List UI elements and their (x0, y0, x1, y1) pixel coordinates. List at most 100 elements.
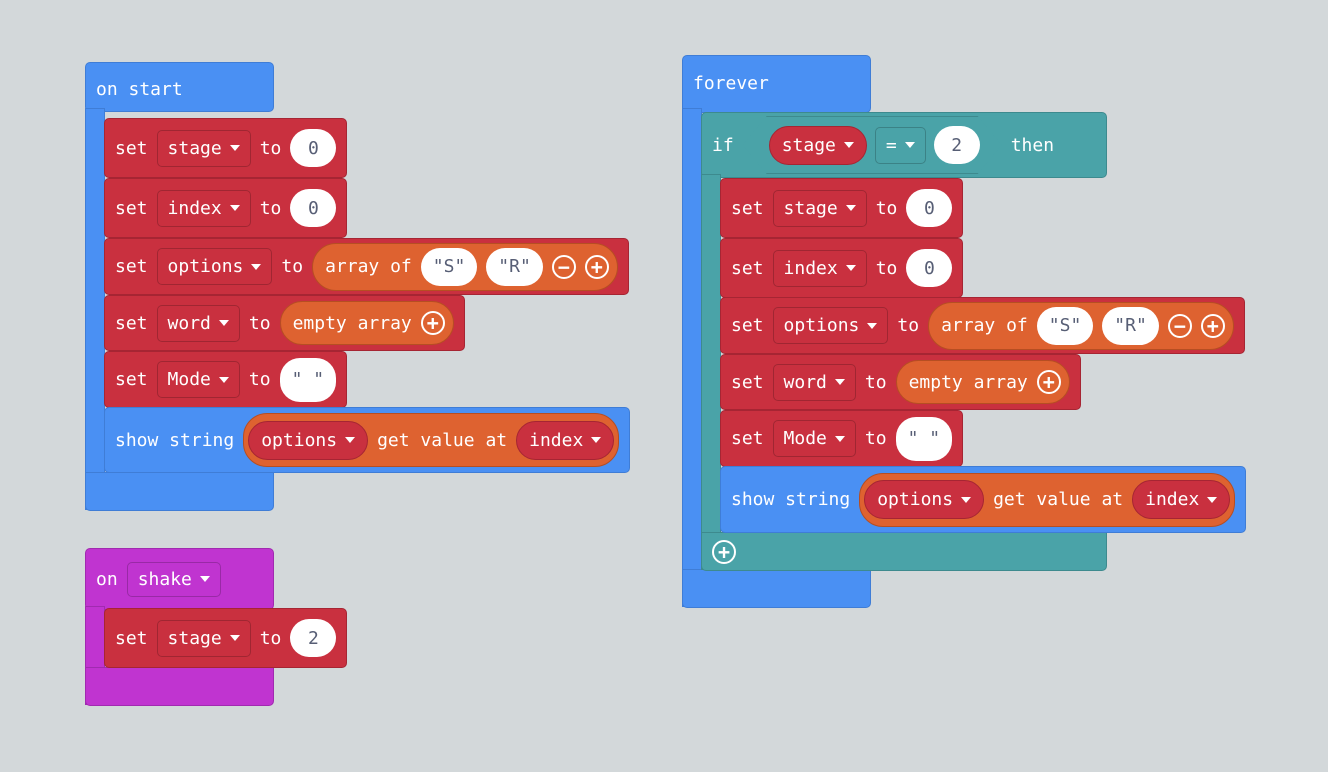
on-start-label: on start (96, 79, 183, 100)
caret-down-icon (845, 265, 856, 271)
string-input[interactable]: "R" (1102, 306, 1159, 345)
set-label: set (115, 197, 148, 219)
gesture-dropdown[interactable]: shake (126, 561, 221, 597)
operator-dropdown[interactable]: = (875, 127, 926, 164)
on-shake-block[interactable]: on shake (85, 548, 274, 610)
set-stage-block[interactable]: set stage to 0 (720, 178, 964, 238)
on-start-block[interactable]: on start (85, 62, 274, 112)
set-index-block[interactable]: set index to 0 (720, 238, 964, 298)
set-label: set (731, 315, 764, 336)
show-string-block[interactable]: show string options get value at index (720, 466, 1247, 533)
string-input[interactable]: "S" (1036, 306, 1094, 345)
on-shake-footer (85, 667, 274, 706)
forever-block[interactable]: forever (682, 55, 871, 113)
variable-dropdown[interactable]: index (156, 189, 251, 227)
set-mode-block[interactable]: set Mode to " " (720, 410, 964, 467)
minus-circle-icon[interactable]: − (1167, 313, 1192, 338)
minus-circle-icon[interactable]: − (551, 254, 576, 279)
variable-dropdown[interactable]: stage (772, 189, 867, 227)
array-variable-dropdown[interactable]: options (864, 480, 985, 519)
then-label: then (1010, 134, 1055, 156)
set-word-block[interactable]: set word to empty array + (104, 295, 465, 351)
variable-dropdown[interactable]: options (156, 248, 273, 285)
index-variable-dropdown[interactable]: index (516, 420, 615, 460)
caret-down-icon (218, 376, 229, 383)
to-label: to (875, 257, 898, 279)
caret-down-icon (834, 435, 845, 442)
plus-circle-icon[interactable]: + (1200, 313, 1225, 338)
caret-down-icon (345, 437, 356, 443)
to-label: to (281, 256, 304, 277)
set-index-block[interactable]: set index to 0 (104, 178, 348, 238)
variable-dropdown[interactable]: stage (156, 129, 251, 167)
plus-circle-icon[interactable]: + (712, 539, 736, 564)
value-input[interactable]: 0 (290, 189, 337, 227)
array-of-label: array of (325, 256, 412, 277)
value-input[interactable]: 2 (290, 619, 337, 657)
variable-dropdown[interactable]: Mode (156, 361, 240, 398)
variable-dropdown[interactable]: word (772, 363, 856, 401)
set-word-block[interactable]: set word to empty array + (720, 354, 1081, 410)
set-label: set (731, 197, 764, 219)
plus-circle-icon[interactable]: + (420, 311, 445, 335)
forever-body (682, 108, 702, 607)
caret-down-icon (961, 496, 972, 503)
caret-down-icon (229, 205, 240, 211)
variable-dropdown[interactable]: word (156, 304, 240, 342)
empty-array-label: empty array (908, 371, 1028, 393)
array-of-block[interactable]: array of "S" "R" − + (928, 301, 1234, 350)
plus-circle-icon[interactable]: + (1036, 370, 1061, 394)
variable-dropdown[interactable]: stage (156, 619, 251, 657)
array-of-label: array of (941, 315, 1028, 336)
value-input[interactable]: 0 (906, 249, 953, 287)
show-string-block[interactable]: show string options get value at index (104, 407, 631, 473)
caret-down-icon (591, 437, 602, 443)
if-block[interactable]: if stage = 2 then (701, 112, 1107, 178)
caret-down-icon (251, 263, 262, 270)
string-input[interactable]: "S" (420, 247, 478, 286)
on-start-footer (85, 472, 274, 511)
string-input[interactable]: " " (279, 357, 337, 402)
to-label: to (875, 197, 898, 219)
if-footer: + (701, 532, 1107, 571)
if-body (701, 174, 721, 570)
variable-dropdown[interactable]: index (772, 249, 867, 287)
to-label: to (259, 197, 282, 219)
caret-down-icon (867, 322, 878, 329)
set-options-block[interactable]: set options to array of "S" "R" − + (104, 238, 629, 295)
get-value-label: get value at (993, 489, 1124, 510)
to-label: to (248, 312, 271, 334)
index-variable-dropdown[interactable]: index (1132, 480, 1231, 519)
variable-dropdown[interactable]: Mode (772, 420, 856, 457)
to-label: to (864, 428, 887, 449)
set-options-block[interactable]: set options to array of "S" "R" − + (720, 297, 1245, 354)
set-stage-block[interactable]: set stage to 2 (104, 608, 348, 668)
set-label: set (115, 137, 148, 159)
variable-dropdown[interactable]: options (772, 307, 889, 344)
set-label: set (115, 369, 148, 390)
plus-circle-icon[interactable]: + (584, 254, 609, 279)
on-start-body (85, 108, 105, 510)
caret-down-icon (1207, 496, 1218, 503)
comparison-block[interactable]: stage = 2 (743, 116, 1002, 174)
empty-array-block[interactable]: empty array + (279, 301, 454, 345)
empty-array-block[interactable]: empty array + (895, 360, 1070, 404)
value-input[interactable]: 0 (290, 129, 337, 167)
caret-down-icon (229, 145, 240, 151)
get-value-block[interactable]: options get value at index (243, 413, 620, 467)
to-label: to (259, 137, 282, 159)
value-input[interactable]: 2 (934, 126, 980, 164)
on-label: on (96, 568, 118, 590)
caret-down-icon (845, 205, 856, 211)
set-mode-block[interactable]: set Mode to " " (104, 351, 348, 408)
set-stage-block[interactable]: set stage to 0 (104, 118, 348, 178)
array-of-block[interactable]: array of "S" "R" − + (312, 242, 618, 291)
string-input[interactable]: "R" (486, 247, 543, 286)
to-label: to (248, 369, 271, 390)
string-input[interactable]: " " (895, 416, 953, 461)
get-value-block[interactable]: options get value at index (859, 472, 1236, 527)
to-label: to (864, 371, 887, 393)
value-input[interactable]: 0 (906, 189, 953, 227)
array-variable-dropdown[interactable]: options (248, 420, 369, 460)
variable-reporter[interactable]: stage (769, 126, 867, 165)
